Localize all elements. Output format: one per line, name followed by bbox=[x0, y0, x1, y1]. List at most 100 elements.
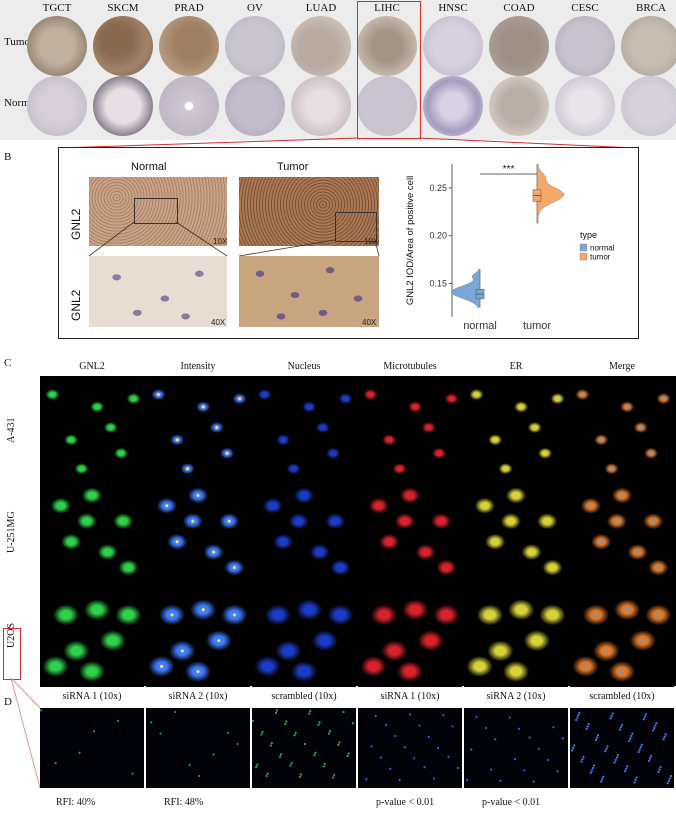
violin-chart: 0.15 0.20 0.25 GNL2 IOD/Area of positive ce… bbox=[405, 163, 615, 332]
sirna-result-note: p-value < 0.01 bbox=[482, 797, 541, 808]
tma-core-normal-cesc bbox=[555, 76, 615, 136]
row-label-tumor: Tumor bbox=[4, 36, 34, 48]
tma-core-tumor-cesc bbox=[555, 16, 615, 76]
channel-label-microtubules: Microtubules bbox=[383, 361, 437, 372]
tma-core-tumor-luad bbox=[291, 16, 351, 76]
if-image-u-251mg-merge bbox=[570, 480, 674, 583]
mag-label: 40X bbox=[362, 318, 377, 327]
channel-label-intensity: Intensity bbox=[180, 361, 216, 372]
tma-core-tumor-ov bbox=[225, 16, 285, 76]
sirna-image bbox=[40, 708, 144, 788]
y-tick-label: 0.15 bbox=[429, 279, 447, 289]
sirna-header: scrambled (10x) bbox=[589, 691, 655, 702]
cell-line-label-u-251mg: U-251MG bbox=[6, 511, 17, 553]
tma-core-normal-lihc bbox=[357, 76, 417, 136]
y-axis-label: GNL2 IOD/Area of positive cell bbox=[405, 176, 416, 305]
tma-core-normal-tgct bbox=[27, 76, 87, 136]
legend-title: type bbox=[580, 230, 597, 240]
sirna-result-note: RFI: 40% bbox=[56, 797, 96, 808]
sirna-image bbox=[146, 708, 250, 788]
if-image-a-431-gnl2 bbox=[40, 376, 144, 479]
sirna-header: siRNA 2 (10x) bbox=[168, 691, 228, 702]
cancer-label-prad: PRAD bbox=[174, 2, 204, 14]
mag-label: 10X bbox=[213, 237, 228, 246]
tma-core-tumor-tgct bbox=[27, 16, 87, 76]
if-image-a-431-nucleus bbox=[252, 376, 356, 479]
x-category-label: normal bbox=[463, 320, 497, 332]
if-image-u-251mg-er bbox=[464, 480, 568, 583]
sirna-result-note: p-value < 0.01 bbox=[376, 797, 435, 808]
legend-label-normal: normal bbox=[590, 244, 615, 253]
sirna-header: siRNA 1 (10x) bbox=[62, 691, 122, 702]
tma-core-tumor-prad bbox=[159, 16, 219, 76]
ihc-tumor-10x bbox=[239, 177, 379, 246]
sirna-image bbox=[252, 708, 356, 788]
if-image-u2os-gnl2 bbox=[40, 584, 144, 687]
channel-label-er: ER bbox=[509, 361, 523, 372]
ihc-normal-10x bbox=[89, 177, 227, 246]
legend-label-tumor: tumor bbox=[590, 253, 611, 262]
if-image-u-251mg-nucleus bbox=[252, 480, 356, 583]
col-label-normal: Normal bbox=[131, 161, 167, 173]
cancer-label-cesc: CESC bbox=[571, 2, 599, 14]
if-image-u2os-er bbox=[464, 584, 568, 687]
legend-swatch-tumor bbox=[579, 252, 588, 261]
sirna-image bbox=[464, 708, 568, 788]
sirna-result-note: RFI: 48% bbox=[164, 797, 204, 808]
mag-label: 10X bbox=[364, 237, 379, 246]
sirna-header: scrambled (10x) bbox=[271, 691, 337, 702]
if-image-a-431-microtubules bbox=[358, 376, 462, 479]
tma-core-normal-coad bbox=[489, 76, 549, 136]
if-image-u2os-merge bbox=[570, 584, 674, 687]
violin-normal bbox=[450, 268, 481, 308]
if-image-u2os-nucleus bbox=[252, 584, 356, 687]
channel-label-nucleus: Nucleus bbox=[287, 361, 321, 372]
tma-core-tumor-skcm bbox=[93, 16, 153, 76]
violin-tumor bbox=[536, 163, 565, 224]
cancer-label-skcm: SKCM bbox=[107, 2, 139, 14]
tissue-microarray-panel: Tumor Normal TGCT SKCM PRAD OV LUAD LIHC HNSC C… bbox=[0, 0, 676, 140]
if-image-a-431-merge bbox=[570, 376, 674, 479]
lihc-highlight-box bbox=[357, 1, 421, 139]
sirna-header: siRNA 1 (10x) bbox=[380, 691, 440, 702]
tma-core-tumor-brca bbox=[621, 16, 676, 76]
significance-label: *** bbox=[503, 164, 515, 175]
tma-core-normal-brca bbox=[621, 76, 676, 136]
panel-label-d: D bbox=[4, 696, 12, 708]
sirna-header: siRNA 2 (10x) bbox=[486, 691, 546, 702]
legend-swatch-normal bbox=[579, 243, 588, 252]
cell-line-label-u2os: U2OS bbox=[6, 622, 17, 648]
zoom-box-tumor bbox=[335, 212, 377, 242]
panel-label-c: C bbox=[4, 357, 12, 369]
ihc-tumor-40x bbox=[239, 256, 379, 327]
if-image-u-251mg-microtubules bbox=[358, 480, 462, 583]
y-tick-label: 0.25 bbox=[429, 183, 447, 193]
if-image-u2os-intensity bbox=[146, 584, 250, 687]
x-category-label: tumor bbox=[523, 320, 551, 332]
tma-core-normal-hnsc bbox=[423, 76, 483, 136]
tma-core-normal-prad bbox=[159, 76, 219, 136]
tma-core-normal-skcm bbox=[93, 76, 153, 136]
channel-label-gnl2: GNL2 bbox=[79, 361, 105, 372]
cancer-label-brca: BRCA bbox=[636, 2, 666, 14]
if-image-u2os-microtubules bbox=[358, 584, 462, 687]
sirna-image bbox=[570, 708, 674, 788]
tma-core-normal-luad bbox=[291, 76, 351, 136]
if-image-a-431-er bbox=[464, 376, 568, 479]
cancer-label-tgct: TGCT bbox=[42, 2, 72, 14]
cancer-label-hnsc: HNSC bbox=[438, 2, 468, 14]
if-image-a-431-intensity bbox=[146, 376, 250, 479]
tma-core-tumor-lihc bbox=[357, 16, 417, 76]
cancer-label-lihc: LIHC bbox=[374, 2, 400, 14]
ihc-normal-40x bbox=[89, 256, 227, 327]
mag-label: 40X bbox=[211, 318, 226, 327]
tma-core-tumor-coad bbox=[489, 16, 549, 76]
zoom-box-normal bbox=[134, 198, 178, 224]
y-tick-label: 0.20 bbox=[429, 231, 447, 241]
immunofluorescence-grid bbox=[40, 376, 676, 687]
zoom-lines bbox=[88, 221, 380, 257]
col-label-tumor: Tumor bbox=[277, 161, 309, 173]
panel-label-b: B bbox=[4, 151, 12, 163]
tma-core-normal-ov bbox=[225, 76, 285, 136]
cancer-label-coad: COAD bbox=[503, 2, 535, 14]
